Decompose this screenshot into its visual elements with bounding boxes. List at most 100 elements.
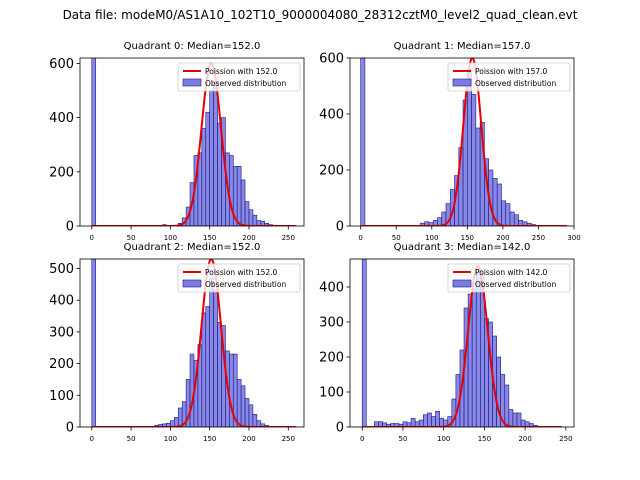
y-tick-label: 200 (319, 351, 344, 366)
observed-bar (91, 58, 97, 226)
observed-bar (467, 68, 472, 226)
quadrant-3-legend: Poission with 142.0 Observed distribution (447, 263, 571, 293)
observed-bar (435, 410, 440, 427)
y-tick-label: 400 (319, 108, 344, 123)
observed-bar (252, 214, 258, 226)
observed-bar (213, 290, 218, 427)
observed-bar (516, 412, 522, 427)
observed-bar (508, 409, 514, 427)
observed-bar (217, 122, 222, 226)
x-tick-label: 50 (127, 234, 136, 242)
y-tick-label: 200 (319, 164, 344, 179)
x-tick-label: 200 (242, 435, 255, 443)
legend-box (447, 62, 571, 92)
legend-observed-label: Observed distribution (205, 79, 286, 88)
observed-bar (423, 414, 428, 427)
x-tick-label: 250 (532, 234, 545, 242)
quadrant-1-legend: Poission with 157.0 Observed distribution (447, 62, 571, 92)
quadrant-1-frame (349, 57, 575, 227)
x-tick-label: 300 (567, 234, 580, 242)
quadrant-2-legend: Poission with 152.0 Observed distribution (177, 263, 301, 293)
observed-bar (427, 412, 432, 427)
x-tick-label: 200 (518, 435, 531, 443)
quadrant-0-frame (79, 57, 305, 227)
observed-bar (471, 94, 477, 226)
observed-bar (252, 414, 258, 427)
observed-bar (520, 419, 526, 427)
x-tick-label: 250 (282, 234, 295, 242)
poisson-curve (362, 264, 562, 427)
observed-bar (201, 312, 207, 427)
observed-bar (244, 398, 250, 427)
quadrant-3-panel: Quadrant 3: Median=142.0 0 50 100 150 200 250 0… (319, 242, 575, 443)
y-tick-label: 200 (49, 357, 74, 372)
observed-bar (205, 306, 210, 427)
y-tick-label: 600 (319, 52, 344, 67)
observed-bar (209, 277, 214, 427)
y-tick-label: 0 (66, 220, 74, 235)
x-tick-label: 150 (478, 435, 491, 443)
quadrant-0-legend: Poission with 152.0 Observed distribution (177, 62, 301, 92)
legend-observed-label: Observed distribution (475, 280, 556, 289)
observed-bar (501, 200, 507, 226)
x-tick-label: 50 (127, 435, 136, 443)
observed-bar (248, 209, 254, 226)
legend-observed-swatch (182, 279, 202, 288)
legend-poisson-label: Poission with 142.0 (475, 268, 548, 277)
observed-bar (475, 269, 481, 427)
observed-bar (209, 90, 214, 226)
x-tick-label: 100 (164, 234, 177, 242)
observed-bar (213, 82, 218, 226)
y-tick-label: 400 (49, 294, 74, 309)
y-tick-label: 200 (49, 165, 74, 180)
y-tick-label: 300 (49, 325, 74, 340)
quadrant-3-frame (349, 258, 575, 428)
observed-bar (201, 128, 207, 226)
y-tick-label: 400 (319, 281, 344, 296)
x-tick-label: 0 (90, 435, 94, 443)
quadrant-1-panel: Quadrant 1: Median=157.0 0 50 100 150 200 250 3… (319, 41, 581, 242)
x-tick-label: 50 (392, 234, 401, 242)
observed-bar (236, 166, 242, 226)
quadrant-2-frame (79, 258, 305, 428)
observed-bar (240, 179, 246, 226)
observed-bar (244, 201, 250, 226)
observed-bar (418, 419, 424, 427)
observed-bar (229, 353, 234, 427)
x-tick-label: 200 (496, 234, 509, 242)
legend-box (447, 263, 571, 293)
y-tick-label: 300 (319, 316, 344, 331)
x-tick-label: 100 (425, 234, 438, 242)
observed-bar (177, 407, 183, 427)
y-tick-label: 100 (319, 386, 344, 401)
x-tick-label: 0 (358, 234, 362, 242)
observed-bar (240, 385, 246, 427)
legend-observed-label: Observed distribution (475, 79, 556, 88)
x-tick-label: 100 (437, 435, 450, 443)
quadrant-0-panel: Quadrant 0: Median=152.0 0 50 100 150 200 250 0… (49, 41, 305, 242)
legend-observed-swatch (452, 279, 472, 288)
figure-title: Data file: modeM0/AS1A10_102T10_90000040… (62, 8, 578, 22)
x-tick-label: 250 (282, 435, 295, 443)
observed-bar (505, 203, 511, 226)
x-tick-label: 150 (461, 234, 474, 242)
legend-box (177, 263, 301, 293)
observed-bar (475, 127, 481, 226)
observed-bar (248, 404, 254, 427)
legend-poisson-label: Poission with 152.0 (205, 67, 278, 76)
observed-bar (361, 259, 367, 427)
quadrant-2-panel: Quadrant 2: Median=152.0 0 50 100 150 200 250 0… (49, 242, 305, 443)
observed-bar (509, 211, 515, 226)
legend-box (177, 62, 301, 92)
y-tick-label: 0 (336, 421, 344, 436)
observed-bar (471, 283, 477, 427)
observed-bar (410, 417, 416, 427)
x-tick-label: 150 (203, 435, 216, 443)
observed-bar (439, 417, 444, 427)
observed-bar (205, 111, 210, 226)
y-tick-label: 500 (49, 262, 74, 277)
quadrant-1-bars (360, 58, 536, 226)
x-tick-label: 0 (360, 435, 364, 443)
x-tick-label: 250 (559, 435, 572, 443)
quadrant-0-title: Quadrant 0: Median=152.0 (124, 41, 261, 52)
